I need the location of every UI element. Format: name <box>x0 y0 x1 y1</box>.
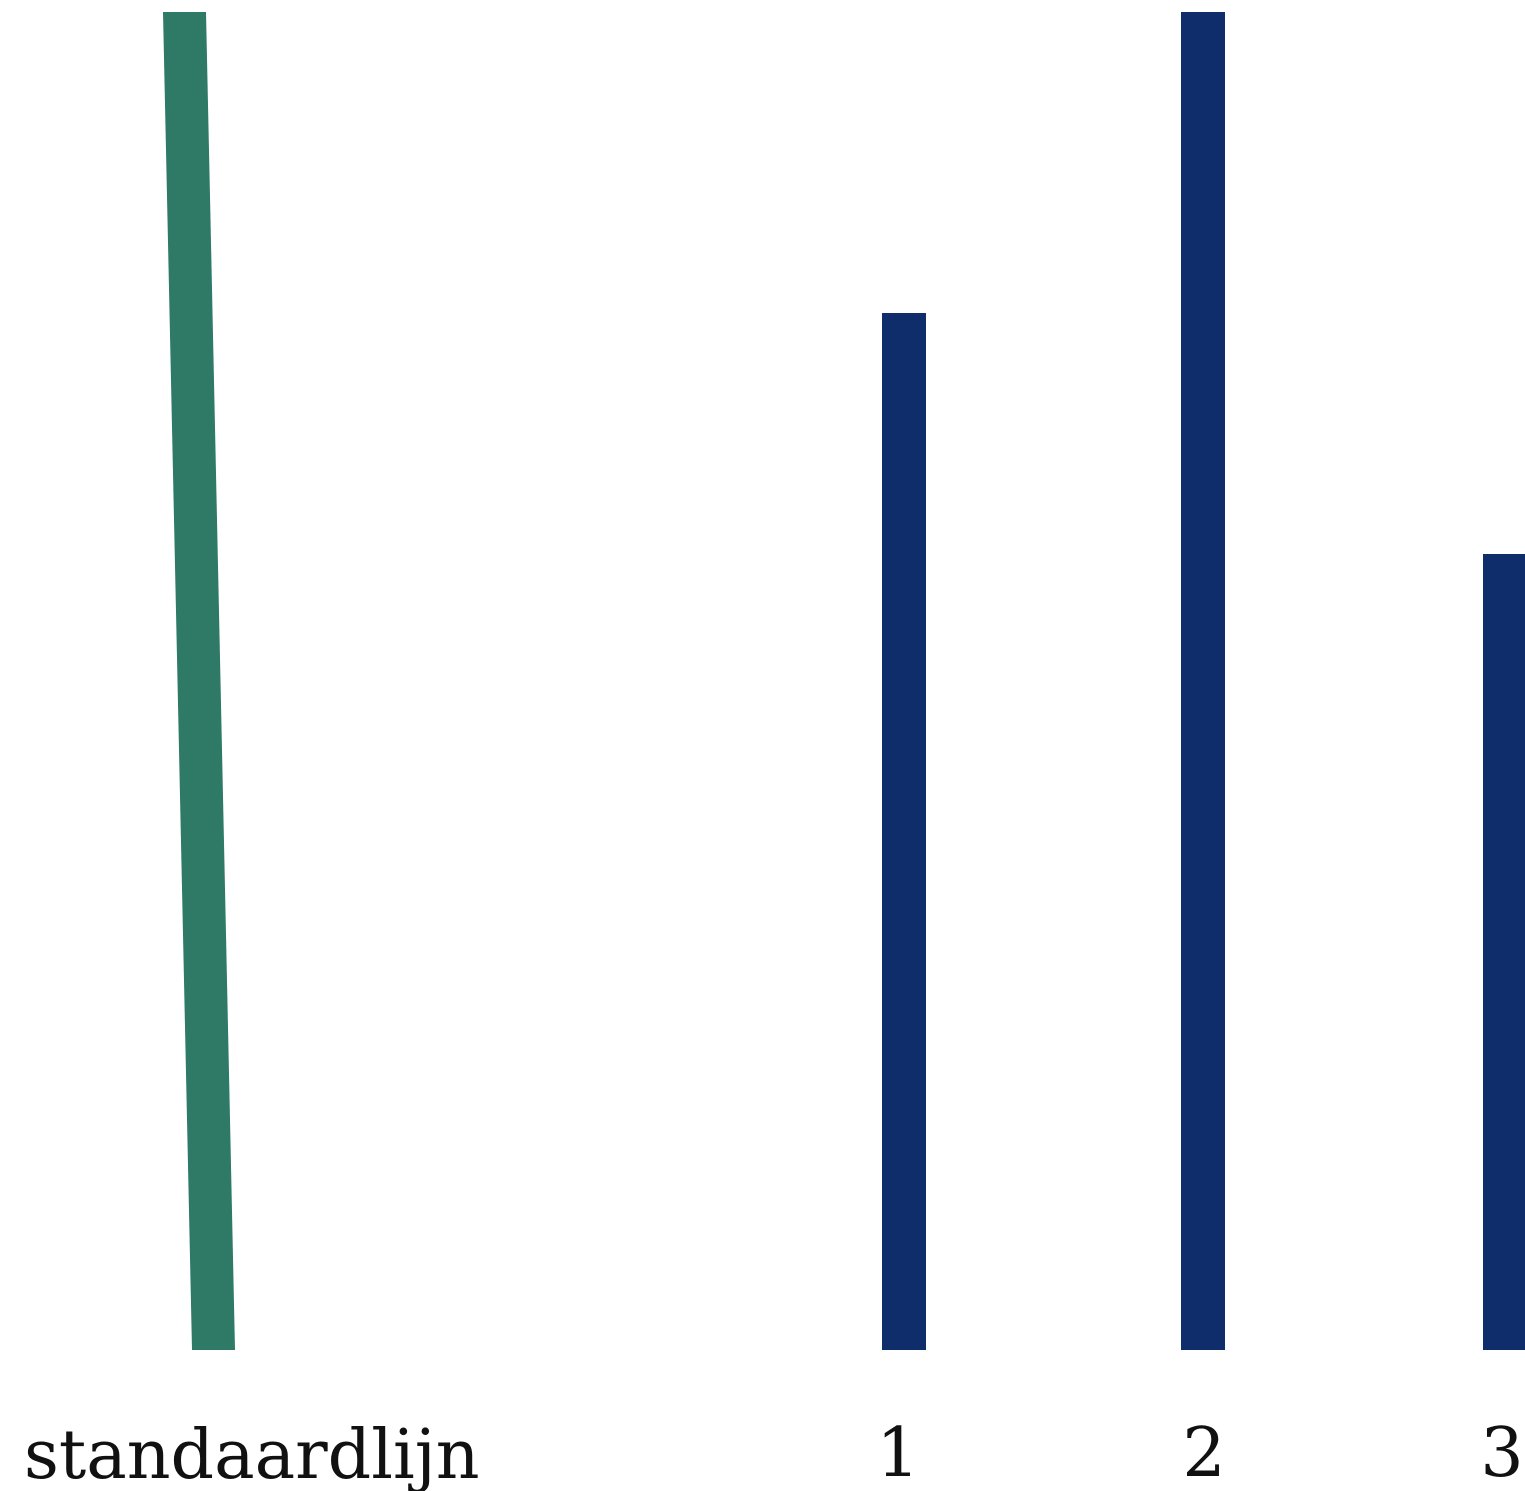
comparison-line-2 <box>1181 12 1225 1350</box>
comparison-line-3-label: 3 <box>1480 1414 1523 1491</box>
comparison-line-1 <box>882 313 926 1350</box>
standard-line-label: standaardlijn <box>24 1416 480 1491</box>
comparison-line-3 <box>1483 554 1525 1350</box>
comparison-line-1-label: 1 <box>876 1414 919 1491</box>
standard-line <box>163 12 235 1350</box>
comparison-line-2-label: 2 <box>1182 1414 1225 1491</box>
